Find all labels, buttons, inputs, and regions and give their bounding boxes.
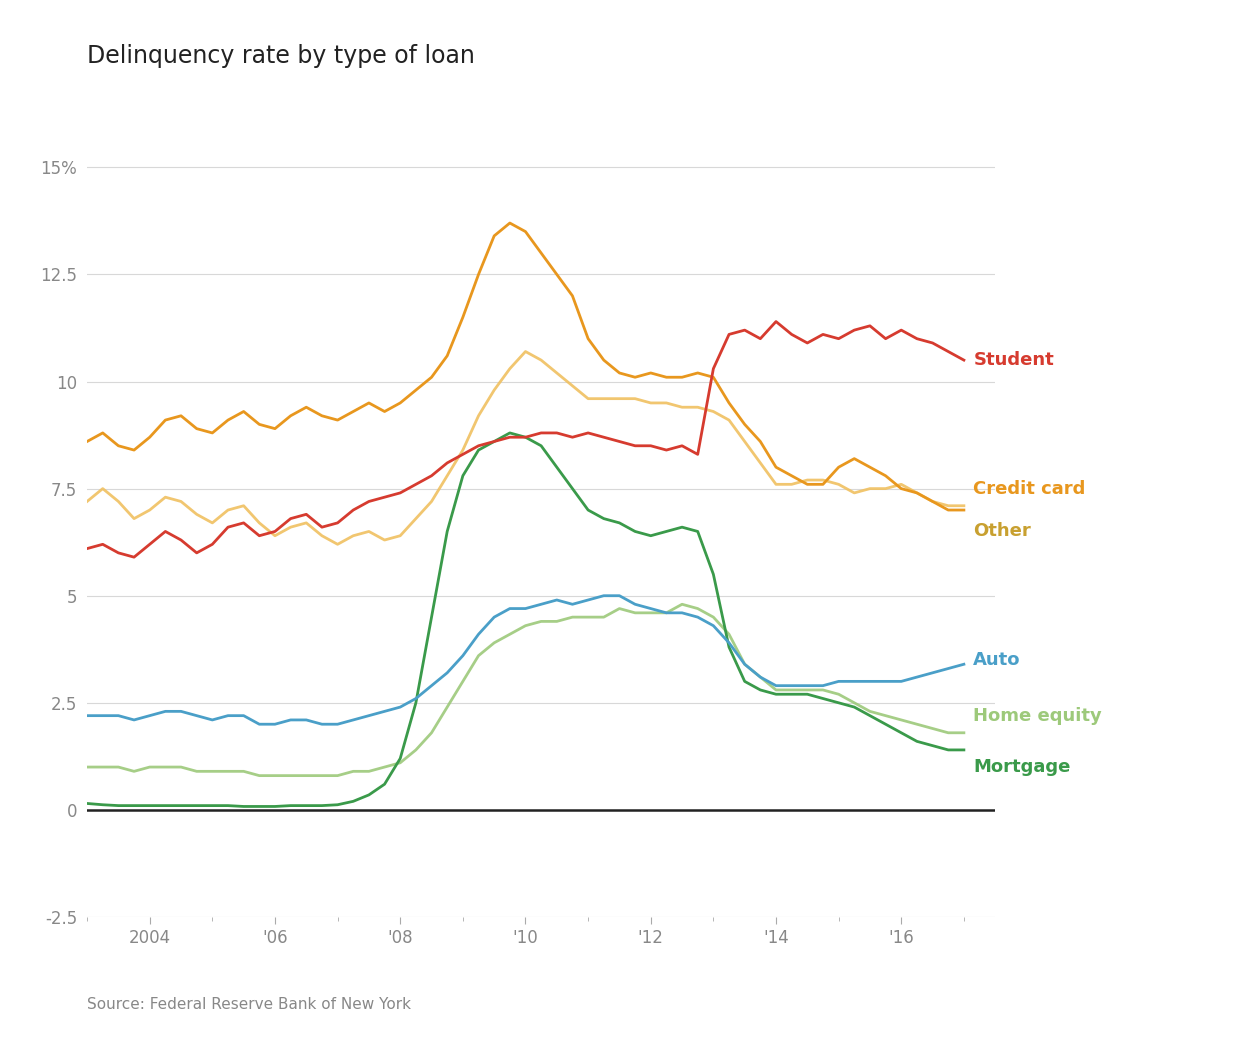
Text: Other: Other (973, 523, 1031, 541)
Text: Auto: Auto (973, 651, 1021, 669)
Text: Source: Federal Reserve Bank of New York: Source: Federal Reserve Bank of New York (87, 997, 411, 1012)
Text: Delinquency rate by type of loan: Delinquency rate by type of loan (87, 44, 475, 67)
Text: Mortgage: Mortgage (973, 758, 1071, 776)
Text: Home equity: Home equity (973, 706, 1102, 725)
Text: Student: Student (973, 351, 1054, 369)
Text: Credit card: Credit card (973, 480, 1086, 497)
